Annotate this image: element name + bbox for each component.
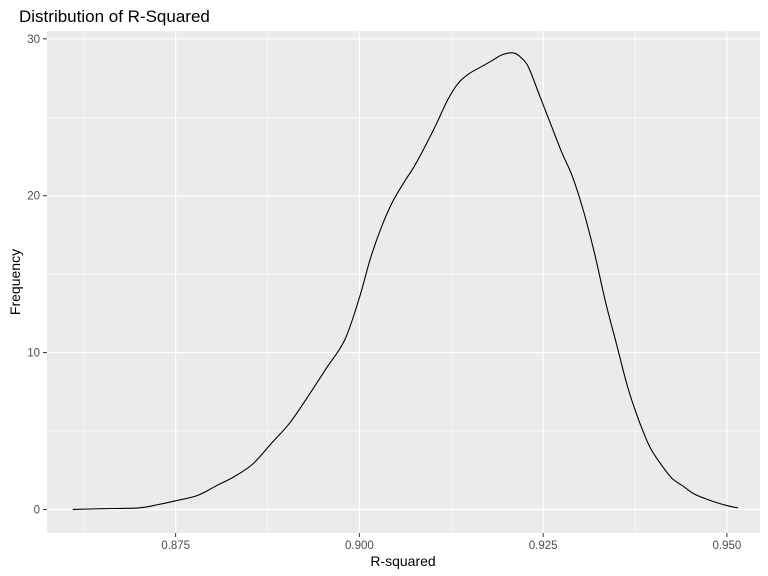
x-tick-label: 0.950 [713,540,742,552]
plot-panel [47,31,760,533]
y-tick-label: 0 [34,504,40,516]
x-tick-label: 0.875 [161,540,190,552]
y-axis-ticks: 0 10 20 30 [27,34,47,516]
chart-title: Distribution of R-Squared [19,7,210,26]
y-tick-label: 20 [27,191,40,203]
x-tick-label: 0.925 [529,540,558,552]
x-axis-title: R-squared [370,553,435,569]
x-tick-label: 0.900 [345,540,374,552]
density-line [72,52,739,511]
y-tick-label: 10 [27,348,40,360]
x-axis-ticks: 0.875 0.900 0.925 0.950 [161,533,741,552]
major-gridlines [47,31,760,533]
y-axis-title: Frequency [7,249,23,315]
minor-gridlines [47,31,760,533]
density-line-layer [72,52,739,511]
y-tick-label: 30 [27,34,40,46]
